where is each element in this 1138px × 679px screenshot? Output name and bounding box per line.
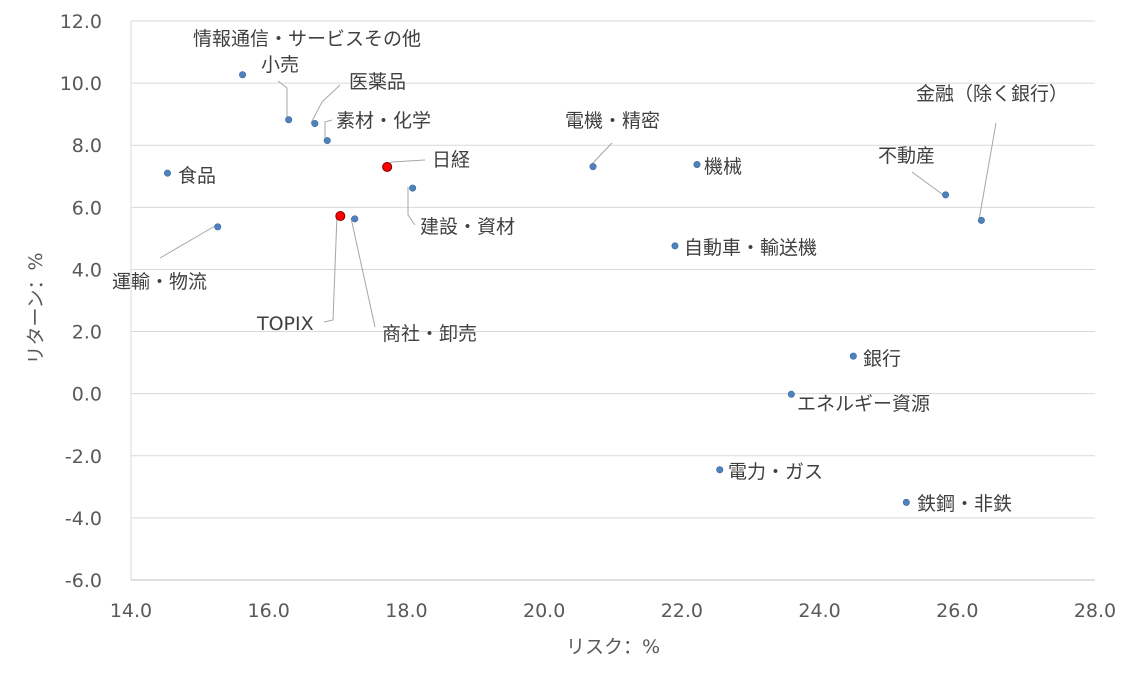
leader-line xyxy=(978,122,997,221)
sector-point xyxy=(589,163,597,171)
sector-point xyxy=(902,498,910,506)
data-points xyxy=(163,71,985,506)
sector-point xyxy=(323,137,331,145)
sector-point xyxy=(285,116,293,124)
sector-point xyxy=(942,191,950,199)
point-label: 食品 xyxy=(178,165,216,187)
sector-point xyxy=(849,352,857,360)
sector-point xyxy=(163,169,171,177)
leader-line xyxy=(324,119,333,140)
point-label: エネルギー資源 xyxy=(797,393,930,415)
y-tick-label: 8.0 xyxy=(72,135,102,157)
y-tick-label: -6.0 xyxy=(65,570,102,592)
benchmark-point xyxy=(382,161,393,172)
x-axis-title: リスク：% xyxy=(566,636,660,658)
sector-point xyxy=(409,184,417,192)
leader-line xyxy=(310,84,341,124)
y-tick-label: 10.0 xyxy=(60,73,102,95)
point-label: 建設・資材 xyxy=(420,216,515,238)
sector-point xyxy=(671,242,679,250)
sector-point xyxy=(214,223,222,231)
y-tick-label: 12.0 xyxy=(60,11,102,33)
sector-point xyxy=(693,160,701,168)
y-tick-label: 4.0 xyxy=(72,259,102,281)
sector-point xyxy=(311,119,319,127)
sector-point xyxy=(351,215,359,223)
x-tick-label: 24.0 xyxy=(798,600,840,622)
grid-lines xyxy=(130,20,1095,581)
leader-line xyxy=(350,217,376,328)
sector-point xyxy=(716,466,724,474)
point-label: 電力・ガス xyxy=(728,461,823,483)
point-label: 素材・化学 xyxy=(336,110,431,132)
leader-line xyxy=(589,142,613,167)
point-label: 小売 xyxy=(261,54,299,76)
x-tick-label: 14.0 xyxy=(110,600,152,622)
point-label: 商社・卸売 xyxy=(382,323,477,345)
y-tick-label: 2.0 xyxy=(72,322,102,344)
leader-line xyxy=(323,214,338,323)
point-label: TOPIX xyxy=(256,313,314,335)
point-label: 金融（除く銀行） xyxy=(916,83,1068,105)
leader-line xyxy=(277,80,288,119)
leader-line xyxy=(159,225,216,259)
point-label: 機械 xyxy=(704,156,742,178)
sector-point xyxy=(239,71,247,79)
x-tick-label: 22.0 xyxy=(661,600,703,622)
y-axis-title: リターン：% xyxy=(25,252,47,364)
label-leader-lines xyxy=(159,80,997,328)
axis-ticks: 12.0 10.0 8.0 6.0 4.0 2.0 0.0 -2.0 -4.0 -6.0 14.0 1… xyxy=(60,11,1116,622)
leader-line xyxy=(911,171,943,195)
x-tick-label: 16.0 xyxy=(248,600,290,622)
point-label: 不動産 xyxy=(878,145,935,167)
x-tick-label: 26.0 xyxy=(936,600,978,622)
point-label: 鉄鋼・非鉄 xyxy=(917,493,1012,515)
point-label: 電機・精密 xyxy=(565,110,660,132)
x-tick-label: 18.0 xyxy=(385,600,427,622)
y-tick-label: 0.0 xyxy=(72,384,102,406)
y-tick-label: -4.0 xyxy=(65,508,102,530)
leader-line xyxy=(407,187,416,226)
point-label: 情報通信・サービスその他 xyxy=(193,28,421,50)
sector-point xyxy=(787,390,795,398)
x-tick-label: 28.0 xyxy=(1074,600,1116,622)
x-tick-label: 20.0 xyxy=(523,600,565,622)
point-label: 銀行 xyxy=(863,348,901,370)
y-tick-label: 6.0 xyxy=(72,197,102,219)
point-label: 自動車・輸送機 xyxy=(684,237,817,259)
point-label: 日経 xyxy=(432,149,470,171)
y-tick-label: -2.0 xyxy=(65,446,102,468)
point-label: 運輸・物流 xyxy=(112,271,207,293)
point-label: 医薬品 xyxy=(349,71,406,93)
benchmark-point xyxy=(335,211,346,222)
sector-point xyxy=(977,216,985,224)
